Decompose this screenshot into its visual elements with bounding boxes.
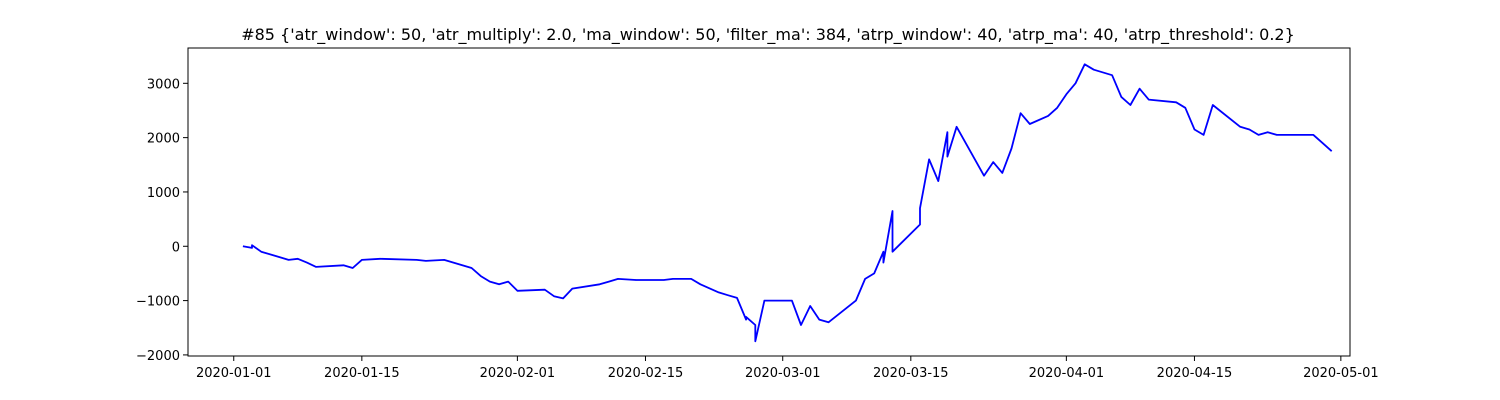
x-tick-label: 2020-04-01 [1029, 366, 1105, 381]
x-tick-label: 2020-01-01 [196, 366, 272, 381]
y-axis: −2000 −1000 0 1000 2000 3000 [136, 77, 188, 364]
x-tick-label: 2020-05-01 [1303, 366, 1379, 381]
plot-frame [187, 47, 1351, 357]
x-tick-label: 2020-03-01 [745, 366, 821, 381]
x-tick-label: 2020-03-15 [873, 366, 949, 381]
x-tick-label: 2020-02-01 [480, 366, 556, 381]
y-tick-label: 3000 [147, 77, 180, 92]
y-tick-label: 0 [172, 240, 180, 255]
series-line [242, 63, 1333, 343]
x-tick-label: 2020-04-15 [1157, 366, 1233, 381]
chart-title: #85 {'atr_window': 50, 'atr_multiply': 2… [241, 25, 1295, 45]
x-tick-label: 2020-01-15 [324, 366, 400, 381]
y-tick-label: 2000 [147, 132, 180, 147]
x-axis: 2020-01-01 2020-01-15 2020-02-01 2020-02-15… [196, 356, 1379, 381]
x-tick-label: 2020-02-15 [608, 366, 684, 381]
y-tick-label: 1000 [147, 186, 180, 201]
y-tick-label: −2000 [136, 349, 180, 364]
y-tick-label: −1000 [136, 295, 180, 310]
